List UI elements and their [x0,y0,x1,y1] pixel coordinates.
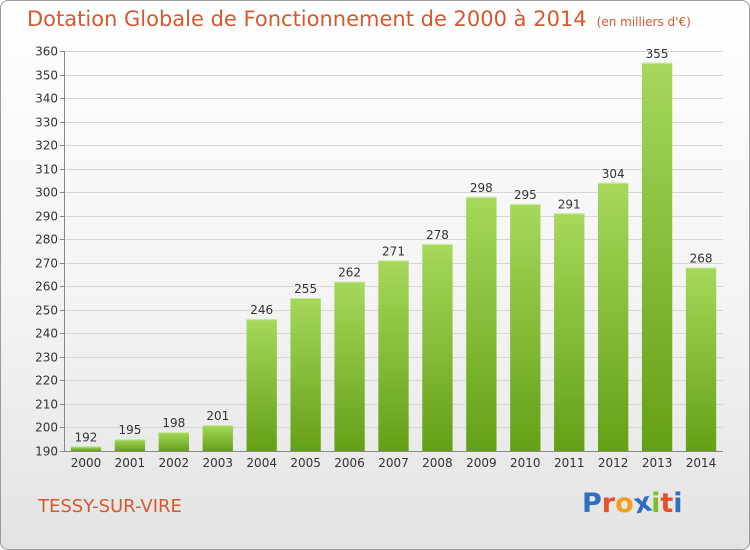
bar [246,319,277,451]
bar [641,62,673,451]
y-tick-label: 320 [35,139,58,153]
data-label: 291 [558,197,581,211]
y-tick-label: 330 [35,116,58,130]
proxiti-logo[interactable]: Proxiti [582,487,683,521]
data-label: 298 [470,181,493,195]
title-text: Dotation Globale de Fonctionnement de 20… [27,7,587,31]
x-tick-label: 2006 [334,456,365,470]
bar [290,298,321,451]
y-tick-label: 200 [35,421,58,435]
logo-letter: i [673,488,683,519]
data-label: 195 [118,423,141,437]
bar [554,213,585,451]
bar [422,243,453,451]
x-tick-label: 2002 [159,456,190,470]
logo-letter: r [601,488,616,519]
x-tick-label: 2011 [554,456,585,470]
data-label: 304 [602,167,625,181]
data-label: 268 [690,251,713,265]
bars [70,62,717,451]
y-tick-label: 230 [35,351,58,365]
x-tick-label: 2005 [290,456,321,470]
y-tick-label: 220 [35,374,58,388]
bar [510,203,541,451]
y-tick-label: 190 [35,445,58,459]
x-tick-label: 2000 [71,456,102,470]
bar [685,267,717,451]
x-tick-label: 2012 [598,456,629,470]
data-label: 192 [75,430,98,444]
y-tick-label: 350 [35,69,58,83]
bar [202,425,233,451]
data-label: 255 [294,282,317,296]
y-tick-label: 310 [35,163,58,177]
bar [114,439,146,451]
y-tick-label: 340 [35,92,58,106]
y-tick-label: 360 [35,45,58,59]
logo-letter: P [582,488,602,519]
x-tick-label: 2014 [686,456,717,470]
data-label: 198 [162,416,185,430]
y-tick-label: 270 [35,257,58,271]
y-tick-label: 250 [35,304,58,318]
y-tick-label: 290 [35,210,58,224]
data-label: 355 [646,47,669,61]
bar [334,281,365,451]
bar [70,446,102,451]
x-tick-label: 2007 [378,456,409,470]
chart-title: Dotation Globale de Fonctionnement de 20… [27,7,691,31]
y-tick-label: 210 [35,398,58,412]
x-tick-label: 2004 [246,456,277,470]
bar [466,196,497,451]
x-tick-label: 2013 [642,456,673,470]
logo-letter: i [651,488,661,519]
bar [378,260,409,451]
logo-letter: t [660,488,674,519]
data-label: 262 [338,266,361,280]
y-tick-label: 280 [35,233,58,247]
y-tick-label: 300 [35,186,58,200]
x-tick-label: 2010 [510,456,541,470]
x-tick-label: 2001 [115,456,146,470]
y-tick-label: 260 [35,280,58,294]
labels: 190 200 210 220 230 240 250 260 270 280 290 300 310 3… [35,45,716,471]
x-tick-label: 2003 [202,456,233,470]
bar [158,432,189,451]
bar [598,182,629,451]
y-tick-label: 240 [35,327,58,341]
data-label: 246 [250,303,273,317]
data-label: 295 [514,188,537,202]
logo-letter: o [615,488,634,519]
unit-label: (en milliers d'€) [596,15,691,29]
axes [60,51,723,452]
x-tick-label: 2008 [422,456,453,470]
x-tick-label: 2009 [466,456,497,470]
data-label: 278 [426,228,449,242]
data-label: 271 [382,244,405,258]
place-name: TESSY-SUR-VIRE [38,496,182,517]
data-label: 201 [206,409,229,423]
